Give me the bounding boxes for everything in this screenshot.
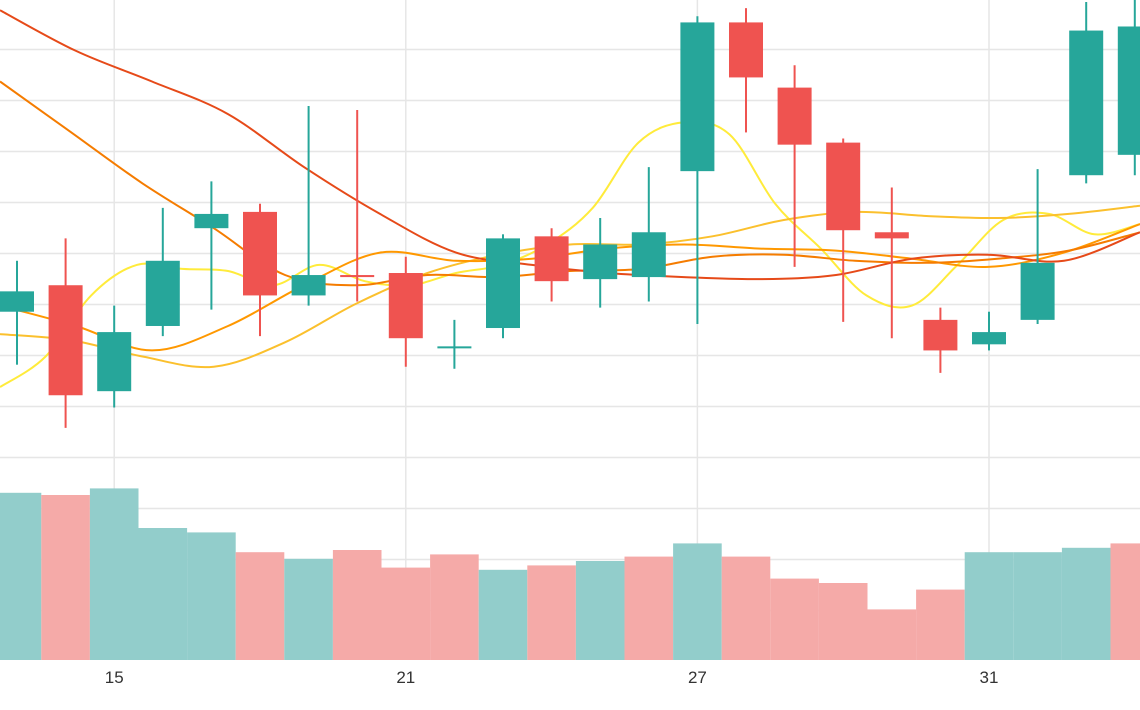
candle-body (923, 319, 958, 351)
candle-body (777, 87, 812, 145)
candle (340, 110, 375, 302)
candle (1117, 0, 1140, 176)
candles (0, 0, 1140, 428)
candle-body (0, 291, 34, 312)
volume-bar (916, 589, 965, 660)
candle-body (534, 236, 569, 282)
moving-average-lines (0, 9, 1140, 388)
candle-body (243, 211, 277, 296)
volume-bar (673, 543, 722, 660)
volume-bar (964, 552, 1014, 660)
x-tick-label: 27 (688, 668, 707, 687)
candle-body (145, 260, 180, 326)
candle (534, 228, 569, 302)
candle (97, 305, 132, 408)
candle (631, 167, 666, 302)
candle-body (583, 244, 618, 280)
candle-body (486, 238, 520, 329)
volume-bar (1013, 552, 1062, 660)
candle (777, 65, 812, 267)
volume-bar (478, 569, 528, 660)
candle (0, 260, 34, 365)
volume-bar (1061, 547, 1111, 660)
candle-body (826, 142, 861, 231)
moving-average-line (0, 204, 1140, 369)
candle (291, 105, 326, 306)
candle (388, 256, 423, 367)
candle-body (97, 332, 132, 392)
moving-average-line (0, 120, 1140, 388)
volume-bar (138, 528, 188, 660)
candle-body (631, 232, 666, 278)
candle (486, 234, 520, 339)
volume-bar (187, 532, 236, 660)
candle-body (194, 213, 229, 229)
volume-bar (41, 495, 90, 660)
x-axis-tick-labels: 15212731612 (105, 668, 999, 687)
volume-bar (624, 556, 674, 660)
candle-body (388, 273, 423, 339)
candle-body (340, 275, 375, 278)
volume-bar (0, 492, 42, 660)
candle-body (972, 332, 1006, 345)
candle (923, 307, 958, 373)
volume-bar (430, 554, 479, 660)
candle (680, 16, 715, 324)
candle-body (1020, 262, 1055, 320)
candle (1020, 169, 1055, 324)
volume-bar (381, 567, 431, 660)
moving-average-line (0, 9, 1140, 281)
volume-bar (770, 578, 819, 660)
volume-bar (284, 558, 333, 660)
candle (972, 311, 1006, 351)
candle-body (1117, 26, 1140, 155)
candle-body (729, 22, 763, 78)
candle-body (291, 275, 326, 296)
candle-body (437, 346, 472, 349)
candle (437, 319, 472, 369)
volume-bar (332, 550, 382, 660)
volume-bar (235, 552, 285, 660)
x-tick-label: 21 (396, 668, 415, 687)
candle-body (48, 285, 83, 396)
volume-bar (818, 583, 868, 660)
candle-body (680, 22, 715, 172)
volume-bar (721, 556, 771, 660)
x-tick-label: 15 (105, 668, 124, 687)
candle-body (874, 232, 909, 239)
candle-body (1069, 30, 1104, 176)
candle (243, 203, 277, 337)
candle (194, 181, 229, 310)
volume-bar (867, 609, 917, 660)
candle (48, 238, 83, 428)
candle (826, 138, 861, 322)
candle (874, 187, 909, 339)
candle (145, 207, 180, 337)
x-tick-label: 31 (980, 668, 999, 687)
volume-bar (575, 561, 625, 660)
candle (1069, 2, 1104, 184)
volume-bar (89, 488, 139, 660)
volume-bar (527, 565, 576, 660)
candle (583, 218, 618, 308)
volume-bar (1110, 543, 1140, 660)
volume-bars (0, 488, 1140, 660)
candle (729, 8, 763, 133)
